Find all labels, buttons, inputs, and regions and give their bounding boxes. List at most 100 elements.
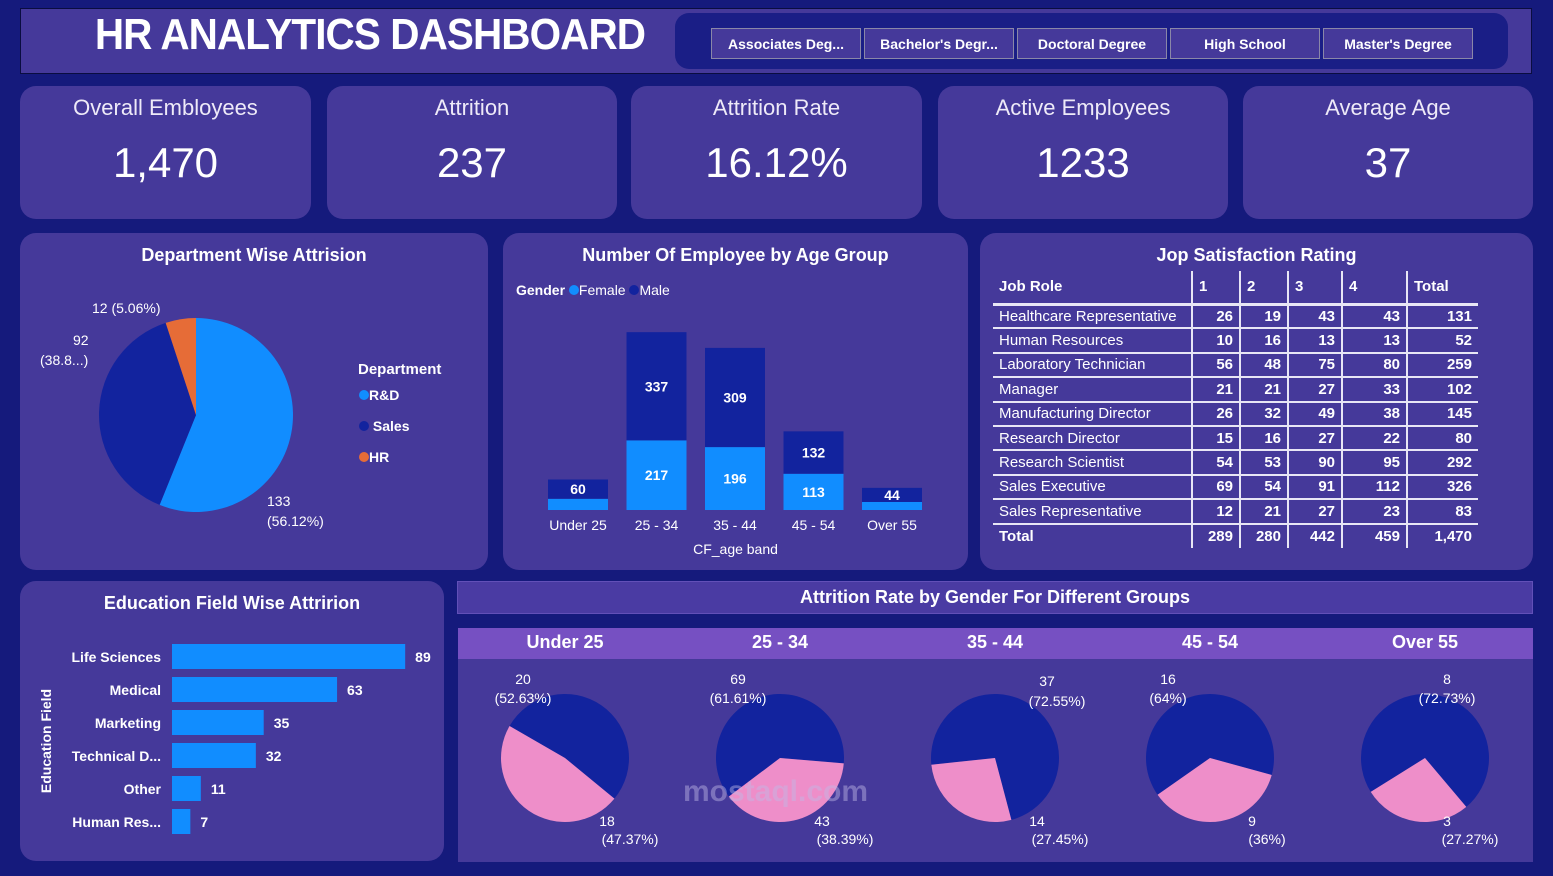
education-attrition-panel: Education Field Wise Attririon Education… <box>20 581 444 861</box>
table-cell: 54 <box>1192 450 1241 476</box>
column-header[interactable]: Total <box>1407 271 1478 306</box>
bar <box>172 644 406 669</box>
age-group-subheader: Under 25 25 - 34 35 - 44 45 - 54 Over 55 <box>458 628 1533 659</box>
table-cell: 16 <box>1240 425 1289 452</box>
table-row: Manufacturing Director 26 32 49 38 145 <box>993 401 1478 427</box>
legend-item-sales[interactable]: Sales <box>359 418 409 434</box>
group-header: 25 - 34 <box>751 632 809 652</box>
job-satisfaction-panel: Jop Satisfaction Rating Job Role 1 2 3 4 Tota… <box>980 233 1533 570</box>
column-header[interactable]: Job Role <box>993 271 1193 306</box>
pie-slice-female <box>728 758 844 822</box>
kpi-card-attrition: Attrition 237 <box>327 86 617 219</box>
female-count-label: 14 <box>1029 813 1045 829</box>
kpi-card-average-age: Average Age 37 <box>1243 86 1533 219</box>
pie-slice-male <box>931 694 1059 820</box>
table-cell: 43 <box>1342 304 1408 330</box>
kpi-card-active-employees: Active Employees 1233 <box>938 86 1228 219</box>
kpi-value: 237 <box>436 139 508 186</box>
department-attrition-panel: Department Wise Attrision 12 (5.06%) 92 … <box>20 233 488 570</box>
legend-label: Sales <box>372 418 410 434</box>
slicer-option-masters[interactable]: Master's Degree <box>1323 28 1473 59</box>
watermark-text: mostaql.com <box>683 775 869 808</box>
bar-value-label: 60 <box>570 481 586 497</box>
dashboard-title: HR ANALYTICS DASHBOARD <box>94 10 646 59</box>
department-pie-chart <box>99 318 294 512</box>
table-row: Healthcare Representative 26 19 43 43 131 <box>993 304 1478 330</box>
male-pct-label: (72.55%) <box>1029 693 1086 709</box>
kpi-title: Active Employees <box>995 95 1171 120</box>
group-header: 45 - 54 <box>1181 632 1239 652</box>
slice-label-hr: 12 (5.06%) <box>92 300 161 316</box>
bar <box>172 677 338 702</box>
table-cell: 10 <box>1192 328 1241 354</box>
legend-label-male[interactable]: Male <box>639 282 670 298</box>
bar-male <box>626 332 687 441</box>
pie-slice-male <box>1146 694 1274 795</box>
legend-item-hr[interactable]: HR <box>359 449 389 465</box>
kpi-card-attrition-rate: Attrition Rate 16.12% <box>631 86 922 219</box>
kpi-title: Attrition <box>434 95 510 120</box>
table-cell: 80 <box>1342 352 1408 379</box>
slicer-option-high-school[interactable]: High School <box>1170 28 1320 59</box>
male-count-label: 8 <box>1443 671 1451 687</box>
table-cell: Research Scientist <box>993 450 1193 476</box>
table-cell: 21 <box>1192 377 1241 403</box>
table-cell: 326 <box>1407 474 1478 501</box>
male-count-label: 69 <box>730 671 746 687</box>
bar-value-label: 44 <box>884 487 900 503</box>
table-cell: 26 <box>1192 401 1241 427</box>
legend-dot-icon <box>359 390 369 400</box>
table-cell: 75 <box>1288 352 1343 379</box>
bar-value-label: 217 <box>645 467 669 483</box>
table-cell: Healthcare Representative <box>993 304 1193 330</box>
table-row: Total 289 280 442 459 1,470 <box>993 523 1478 548</box>
female-pct-label: (47.37%) <box>602 831 659 847</box>
table-cell: 32 <box>1240 401 1289 427</box>
male-count-label: 37 <box>1039 673 1055 689</box>
table-cell: Sales Representative <box>993 499 1193 525</box>
slice-pct-sales: (38.8...) <box>40 352 89 368</box>
legend-item-rd[interactable]: R&D <box>359 387 399 403</box>
legend: Gender Female Male <box>516 282 670 298</box>
table-cell: 280 <box>1240 523 1289 548</box>
female-count-label: 3 <box>1443 813 1451 829</box>
table-cell: 442 <box>1288 523 1343 548</box>
bar-value-label: 337 <box>645 378 669 394</box>
table-cell: 43 <box>1288 304 1343 330</box>
table-cell: Human Resources <box>993 328 1193 354</box>
table-cell: 38 <box>1342 401 1408 427</box>
column-header[interactable]: 2 <box>1240 271 1289 306</box>
legend-label: HR <box>369 449 390 465</box>
table-cell: 13 <box>1342 328 1408 354</box>
kpi-title: Attrition Rate <box>712 95 841 120</box>
bar-value-label: 32 <box>266 748 282 764</box>
slicer-option-bachelors[interactable]: Bachelor's Degr... <box>864 28 1014 59</box>
slice-label-rd: 133 <box>267 493 291 509</box>
pie-slice-sales <box>99 322 196 505</box>
slicer-option-doctoral[interactable]: Doctoral Degree <box>1017 28 1167 59</box>
table-cell: 292 <box>1407 450 1478 476</box>
legend-dot-icon <box>359 452 369 462</box>
column-header[interactable]: 1 <box>1192 271 1241 306</box>
slicer-option-associates[interactable]: Associates Deg... <box>711 28 861 59</box>
table-row: Research Scientist 54 53 90 95 292 <box>993 450 1478 476</box>
column-header[interactable]: 3 <box>1288 271 1343 306</box>
bar-female <box>705 447 765 510</box>
bar-value-label: 63 <box>347 682 363 698</box>
group-header: Under 25 <box>526 632 604 652</box>
watermark: mostaql.com <box>683 775 868 809</box>
table-cell: Manager <box>993 377 1193 403</box>
bar-value-label: 196 <box>723 471 747 487</box>
group-header: 35 - 44 <box>966 632 1024 652</box>
kpi-value: 1,470 <box>112 139 219 186</box>
male-pct-label: (64%) <box>1149 690 1186 706</box>
legend-label-female[interactable]: Female <box>578 282 626 298</box>
table-cell: Total <box>993 523 1193 548</box>
column-header[interactable]: 4 <box>1342 271 1408 306</box>
kpi-title: Overall Embloyees <box>73 95 258 120</box>
y-tick-label: Other <box>124 781 162 797</box>
bar-value-label: 132 <box>802 445 826 461</box>
bar-male <box>783 431 844 474</box>
bar-value-label: 7 <box>200 814 208 830</box>
table-cell: 21 <box>1240 499 1289 525</box>
